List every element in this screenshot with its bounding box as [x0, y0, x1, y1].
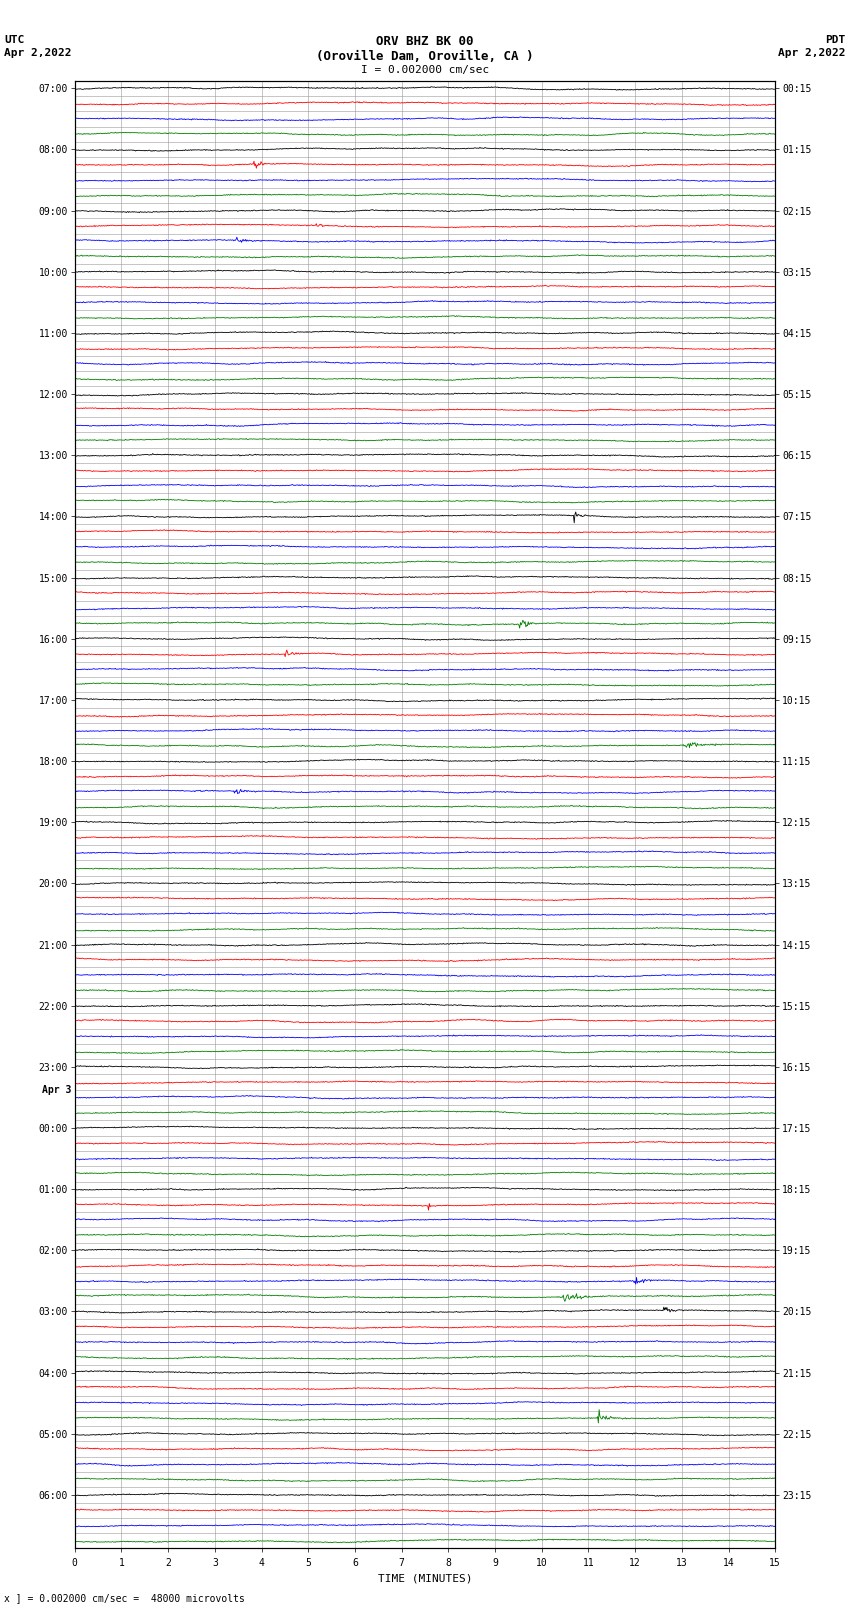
- Text: ORV BHZ BK 00: ORV BHZ BK 00: [377, 35, 473, 48]
- Text: I = 0.002000 cm/sec: I = 0.002000 cm/sec: [361, 65, 489, 74]
- Text: PDT: PDT: [825, 35, 846, 45]
- Text: Apr 2,2022: Apr 2,2022: [4, 48, 71, 58]
- X-axis label: TIME (MINUTES): TIME (MINUTES): [377, 1573, 473, 1582]
- Text: UTC: UTC: [4, 35, 25, 45]
- Text: Apr 2,2022: Apr 2,2022: [779, 48, 846, 58]
- Text: x ] = 0.002000 cm/sec =  48000 microvolts: x ] = 0.002000 cm/sec = 48000 microvolts: [4, 1594, 245, 1603]
- Text: (Oroville Dam, Oroville, CA ): (Oroville Dam, Oroville, CA ): [316, 50, 534, 63]
- Text: Apr 3: Apr 3: [42, 1086, 71, 1095]
